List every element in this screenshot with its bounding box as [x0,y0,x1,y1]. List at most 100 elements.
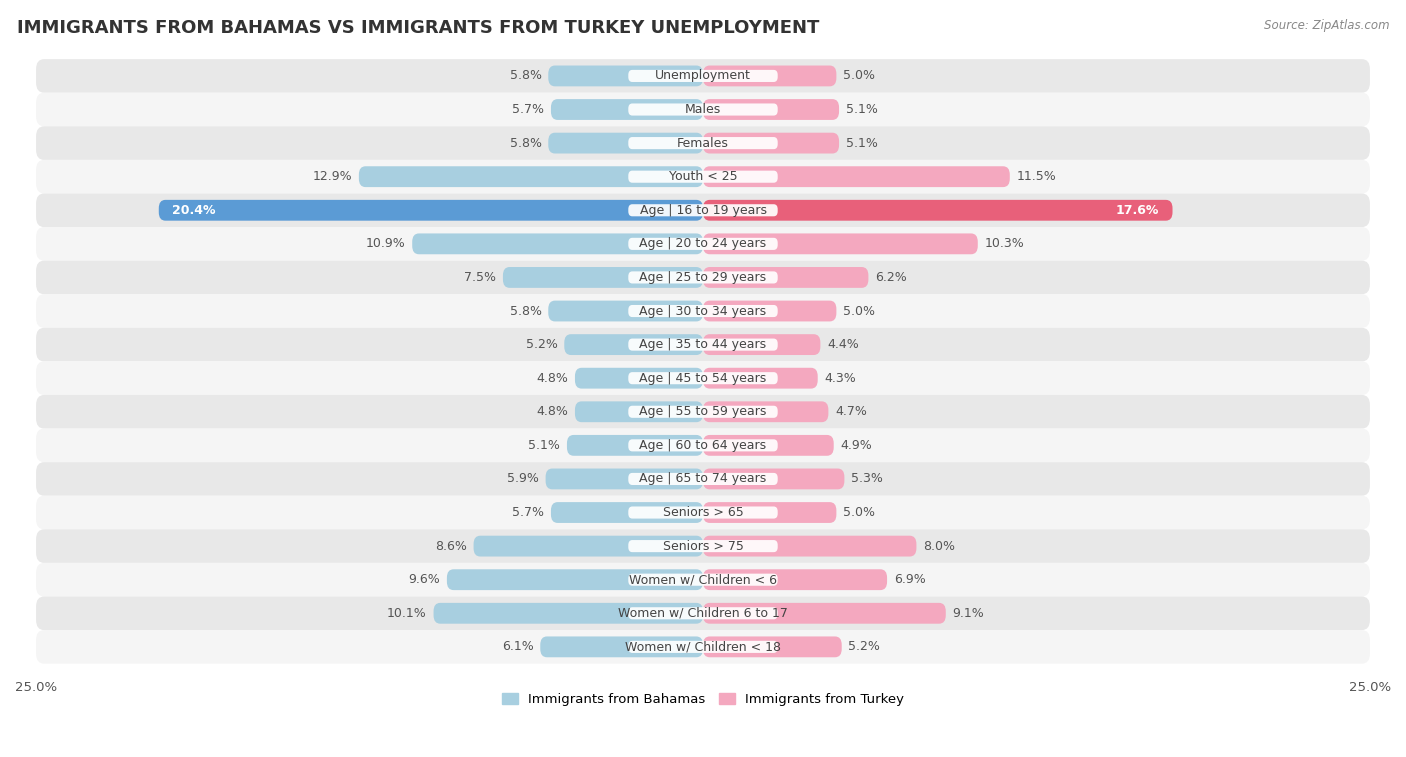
FancyBboxPatch shape [703,401,828,422]
FancyBboxPatch shape [37,160,1369,194]
Text: Women w/ Children 6 to 17: Women w/ Children 6 to 17 [619,607,787,620]
Text: 5.3%: 5.3% [851,472,883,485]
Text: 4.7%: 4.7% [835,405,868,419]
FancyBboxPatch shape [703,200,1173,221]
FancyBboxPatch shape [628,204,778,217]
FancyBboxPatch shape [628,540,778,552]
FancyBboxPatch shape [703,368,818,388]
Text: 8.0%: 8.0% [924,540,955,553]
FancyBboxPatch shape [703,167,1010,187]
Text: Source: ZipAtlas.com: Source: ZipAtlas.com [1264,19,1389,32]
Text: Age | 20 to 24 years: Age | 20 to 24 years [640,238,766,251]
FancyBboxPatch shape [474,536,703,556]
Text: Age | 30 to 34 years: Age | 30 to 34 years [640,304,766,317]
Text: 5.9%: 5.9% [508,472,538,485]
FancyBboxPatch shape [37,529,1369,563]
Text: 5.1%: 5.1% [846,103,877,116]
FancyBboxPatch shape [37,126,1369,160]
Text: 8.6%: 8.6% [434,540,467,553]
Text: 5.0%: 5.0% [844,506,875,519]
FancyBboxPatch shape [37,630,1369,664]
FancyBboxPatch shape [433,603,703,624]
FancyBboxPatch shape [703,603,946,624]
Legend: Immigrants from Bahamas, Immigrants from Turkey: Immigrants from Bahamas, Immigrants from… [496,687,910,711]
FancyBboxPatch shape [37,463,1369,496]
FancyBboxPatch shape [628,70,778,82]
Text: Age | 16 to 19 years: Age | 16 to 19 years [640,204,766,217]
Text: 6.2%: 6.2% [875,271,907,284]
Text: Seniors > 75: Seniors > 75 [662,540,744,553]
Text: Women w/ Children < 6: Women w/ Children < 6 [628,573,778,586]
Text: 5.0%: 5.0% [844,304,875,317]
FancyBboxPatch shape [628,137,778,149]
FancyBboxPatch shape [703,267,869,288]
Text: 5.1%: 5.1% [846,136,877,150]
Text: 5.0%: 5.0% [844,70,875,83]
Text: Unemployment: Unemployment [655,70,751,83]
FancyBboxPatch shape [359,167,703,187]
FancyBboxPatch shape [37,59,1369,92]
FancyBboxPatch shape [37,597,1369,630]
Text: 4.9%: 4.9% [841,439,872,452]
Text: 4.4%: 4.4% [827,338,859,351]
Text: 5.7%: 5.7% [512,506,544,519]
FancyBboxPatch shape [37,395,1369,428]
Text: Women w/ Children < 18: Women w/ Children < 18 [626,640,780,653]
FancyBboxPatch shape [628,506,778,519]
Text: Age | 60 to 64 years: Age | 60 to 64 years [640,439,766,452]
Text: Age | 55 to 59 years: Age | 55 to 59 years [640,405,766,419]
FancyBboxPatch shape [628,338,778,350]
Text: 10.3%: 10.3% [984,238,1024,251]
Text: 6.9%: 6.9% [894,573,925,586]
Text: Age | 65 to 74 years: Age | 65 to 74 years [640,472,766,485]
FancyBboxPatch shape [37,294,1369,328]
Text: Age | 25 to 29 years: Age | 25 to 29 years [640,271,766,284]
FancyBboxPatch shape [628,238,778,250]
FancyBboxPatch shape [628,170,778,182]
FancyBboxPatch shape [703,99,839,120]
Text: Age | 45 to 54 years: Age | 45 to 54 years [640,372,766,385]
FancyBboxPatch shape [703,66,837,86]
FancyBboxPatch shape [37,361,1369,395]
FancyBboxPatch shape [628,272,778,283]
Text: 10.9%: 10.9% [366,238,405,251]
FancyBboxPatch shape [703,536,917,556]
FancyBboxPatch shape [575,401,703,422]
Text: 5.8%: 5.8% [509,304,541,317]
FancyBboxPatch shape [412,233,703,254]
Text: 6.1%: 6.1% [502,640,534,653]
Text: 5.7%: 5.7% [512,103,544,116]
Text: 4.8%: 4.8% [537,405,568,419]
FancyBboxPatch shape [567,435,703,456]
Text: IMMIGRANTS FROM BAHAMAS VS IMMIGRANTS FROM TURKEY UNEMPLOYMENT: IMMIGRANTS FROM BAHAMAS VS IMMIGRANTS FR… [17,19,820,37]
Text: 5.1%: 5.1% [529,439,560,452]
FancyBboxPatch shape [628,439,778,451]
FancyBboxPatch shape [628,305,778,317]
Text: Age | 35 to 44 years: Age | 35 to 44 years [640,338,766,351]
FancyBboxPatch shape [703,569,887,590]
Text: 11.5%: 11.5% [1017,170,1056,183]
FancyBboxPatch shape [628,372,778,385]
FancyBboxPatch shape [703,502,837,523]
FancyBboxPatch shape [37,328,1369,361]
FancyBboxPatch shape [159,200,703,221]
Text: 5.8%: 5.8% [509,70,541,83]
FancyBboxPatch shape [703,637,842,657]
FancyBboxPatch shape [546,469,703,489]
Text: 9.1%: 9.1% [952,607,984,620]
Text: Females: Females [678,136,728,150]
Text: 17.6%: 17.6% [1116,204,1159,217]
Text: 9.6%: 9.6% [409,573,440,586]
Text: 12.9%: 12.9% [312,170,352,183]
FancyBboxPatch shape [37,194,1369,227]
FancyBboxPatch shape [628,473,778,485]
Text: Youth < 25: Youth < 25 [669,170,737,183]
FancyBboxPatch shape [37,92,1369,126]
FancyBboxPatch shape [628,104,778,116]
FancyBboxPatch shape [37,563,1369,597]
FancyBboxPatch shape [628,406,778,418]
FancyBboxPatch shape [703,233,977,254]
FancyBboxPatch shape [703,301,837,322]
Text: 5.2%: 5.2% [848,640,880,653]
FancyBboxPatch shape [37,260,1369,294]
